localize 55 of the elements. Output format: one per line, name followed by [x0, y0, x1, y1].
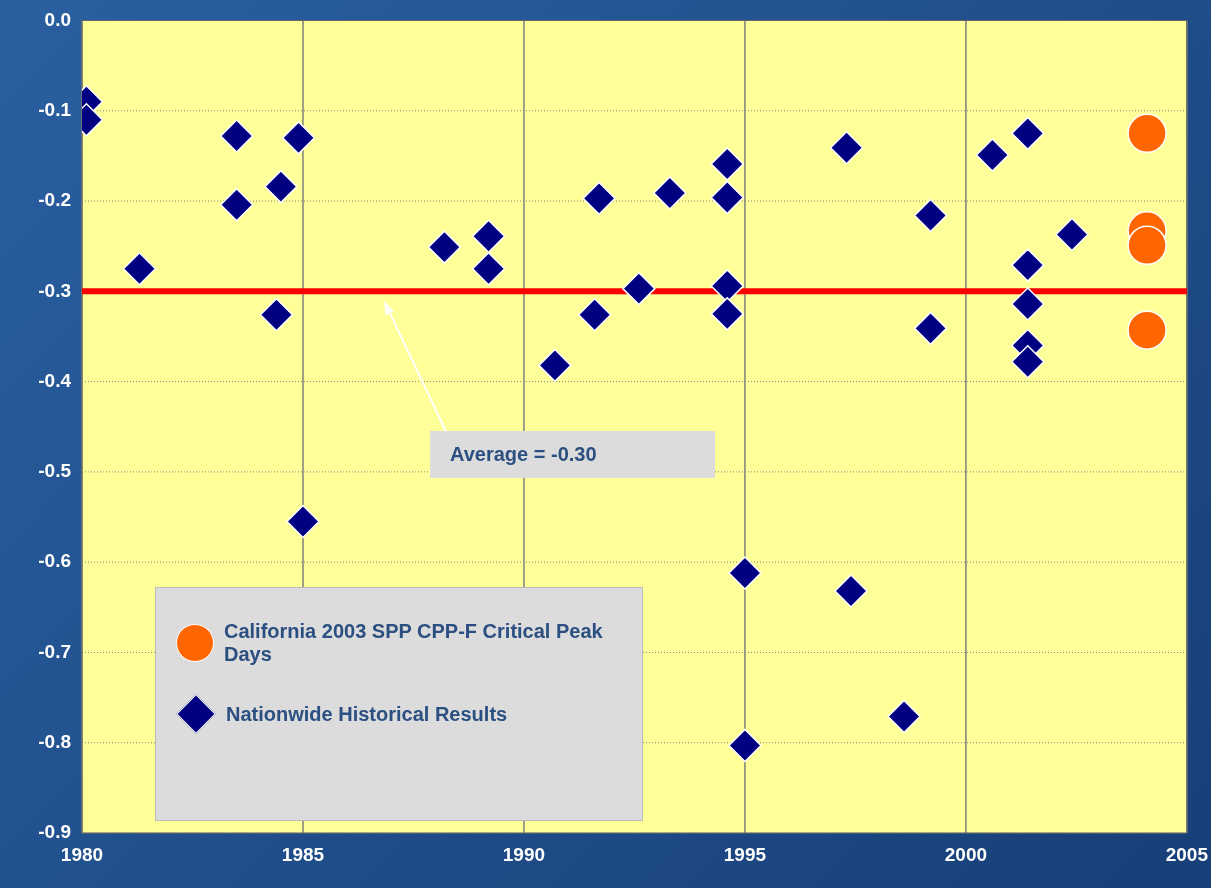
point: [622, 271, 656, 306]
x-tick-label: 1995: [723, 843, 767, 865]
point: [728, 556, 762, 590]
point: [281, 121, 316, 155]
y-tick-label: -0.2: [38, 189, 71, 211]
y-tick-label: -0.1: [38, 99, 72, 121]
x-tick-label: 1980: [60, 843, 104, 865]
y-tick-label: -0.5: [38, 460, 72, 482]
y-tick-label: -0.8: [38, 730, 71, 752]
y-tick-label: -0.9: [38, 821, 71, 843]
point: [728, 728, 762, 763]
x-tick-label: 2000: [944, 843, 988, 865]
point: [710, 147, 744, 181]
legend-label: Nationwide Historical Results: [226, 702, 508, 726]
point: [1127, 225, 1167, 266]
x-tick-label: 2005: [1165, 843, 1209, 865]
point: [427, 230, 462, 264]
y-tick-label: -0.4: [38, 369, 72, 391]
point: [1127, 113, 1167, 154]
point: [710, 269, 744, 303]
point: [122, 252, 157, 286]
point: [1127, 310, 1167, 350]
y-tick-label: -0.3: [38, 279, 71, 301]
point: [975, 138, 1010, 172]
y-tick-label: 0.0: [44, 8, 71, 30]
point: [1011, 116, 1045, 151]
point: [471, 219, 506, 254]
x-tick-label: 1985: [281, 843, 325, 865]
point: [219, 119, 254, 153]
point: [1055, 217, 1089, 252]
point: [1011, 345, 1045, 379]
y-tick-label: -0.6: [38, 550, 71, 572]
point: [653, 176, 687, 210]
point: [259, 298, 294, 332]
point: [219, 187, 254, 222]
point: [829, 131, 864, 165]
legend-label: California 2003 SPP CPP-F Critical Peak Days: [224, 620, 604, 666]
point: [538, 348, 572, 383]
annotation: Average = -0.30: [450, 443, 597, 466]
point: [1011, 248, 1045, 282]
point: [1011, 287, 1045, 321]
point: [710, 180, 744, 215]
point: [471, 252, 506, 286]
point: [913, 311, 948, 346]
point: [710, 297, 744, 331]
point: [264, 169, 298, 204]
point: [887, 699, 921, 734]
callout-box: Average = -0.30: [430, 431, 715, 479]
point: [577, 298, 612, 332]
point: [582, 181, 616, 216]
x-tick-label: 1990: [502, 843, 546, 865]
y-tick-label: -0.7: [38, 640, 71, 662]
point: [834, 574, 868, 608]
point: [913, 198, 948, 233]
point: [286, 504, 320, 539]
